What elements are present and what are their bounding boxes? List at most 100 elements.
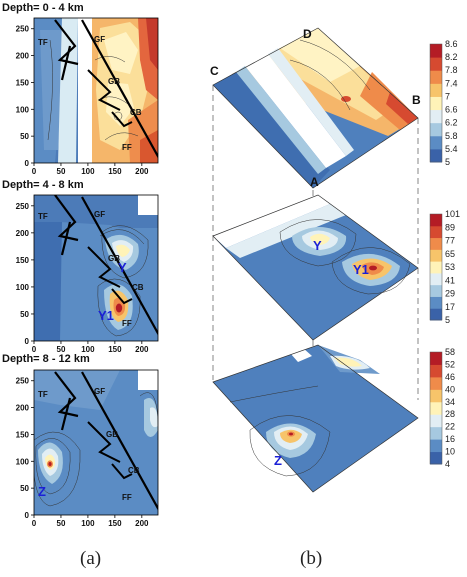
colorbar-segment — [430, 284, 442, 297]
colorbar-segment — [430, 237, 442, 250]
colorbar-tick-label: 5.8 — [445, 131, 458, 141]
colorbar-tick-label: 16 — [445, 434, 455, 444]
colorbar-segment — [430, 261, 442, 274]
colorbar-segment — [430, 214, 442, 227]
colorbar-tick-label: 52 — [445, 359, 455, 369]
fault-label-tf: TF — [38, 212, 48, 221]
caption-b: (b) — [300, 548, 323, 569]
anomaly-label-z: Z — [274, 453, 282, 468]
colorbar-tick-label: 5.4 — [445, 144, 458, 154]
fault-label-ff: FF — [122, 319, 132, 328]
colorbar-tick-label: 89 — [445, 222, 455, 232]
colorbar-segment — [430, 225, 442, 239]
colorbar-tick-label: 7 — [445, 91, 450, 101]
x-axis-a1: 0 50 100 150 200 — [32, 163, 149, 176]
colorbar-tick-label: 5 — [445, 315, 450, 325]
y-axis-a1: 0 50 100 150 200 250 — [16, 25, 34, 168]
colorbar-segment — [430, 109, 442, 124]
colorbar-tick-label: 34 — [445, 397, 455, 407]
y-tick-label: 100 — [16, 283, 30, 292]
y-tick-label: 100 — [16, 457, 30, 466]
corner-label-b: B — [412, 93, 421, 107]
colorbar-segment — [430, 376, 442, 390]
colorbar-segment — [430, 296, 442, 309]
x-tick-label: 100 — [81, 345, 95, 354]
colorbar-segment — [430, 148, 442, 163]
colorbar-frame — [429, 213, 443, 321]
fault-label-gf: GF — [94, 387, 105, 396]
x-tick-label: 50 — [57, 167, 66, 176]
fault-label-cb: CB — [128, 466, 140, 475]
x-tick-label: 200 — [135, 167, 149, 176]
caption-a: (a) — [80, 548, 102, 569]
colorbar-frame — [429, 351, 443, 465]
x-tick-label: 0 — [32, 345, 37, 354]
colorbar-tick-label: 58 — [445, 347, 455, 357]
fault-label-gb: GB — [108, 77, 120, 86]
colorbar-segment — [430, 389, 442, 403]
colorbar-segment — [430, 272, 442, 286]
y-tick-label: 200 — [16, 404, 30, 413]
x-tick-label: 100 — [81, 167, 95, 176]
fault-label-ff: FF — [122, 493, 132, 502]
panel-a-title-1: Depth= 0 - 4 km — [2, 2, 84, 14]
colorbar-segment — [430, 414, 442, 428]
colorbar-tick-label: 65 — [445, 249, 455, 259]
colorbar-segment — [430, 308, 442, 321]
corner-label-c: C — [210, 64, 219, 78]
x-tick-label: 50 — [57, 345, 66, 354]
corner-label-d: D — [303, 27, 312, 41]
panel-a-title-2: Depth= 4 - 8 km — [2, 179, 84, 191]
colorbar-segment — [430, 401, 442, 415]
fault-label-tf: TF — [38, 38, 48, 47]
x-tick-label: 200 — [135, 345, 149, 354]
colorbar-segment — [430, 96, 442, 111]
x-tick-label: 50 — [57, 519, 66, 528]
y-tick-label: 50 — [20, 310, 29, 319]
y-tick-label: 250 — [16, 25, 30, 34]
y-tick-label: 150 — [16, 430, 30, 439]
y-tick-label: 0 — [25, 511, 30, 520]
x-tick-label: 200 — [135, 519, 149, 528]
fault-label-ff: FF — [122, 143, 132, 152]
x-axis-a3: 0 50 100 150 200 — [32, 515, 149, 528]
x-tick-label: 150 — [108, 167, 122, 176]
colorbar-tick-label: 4 — [445, 459, 450, 469]
colorbar-tick-label: 7.4 — [445, 78, 458, 88]
y-tick-label: 0 — [25, 159, 30, 168]
colorbar-tick-label: 6.2 — [445, 118, 458, 128]
colorbar-tick-label: 10 — [445, 447, 455, 457]
x-tick-label: 150 — [108, 345, 122, 354]
colorbar-segment — [430, 426, 442, 440]
colorbar-segment — [430, 439, 442, 453]
x-axis-a2: 0 50 100 150 200 — [32, 341, 149, 354]
y-tick-label: 250 — [16, 377, 30, 386]
colorbar-tick-label: 28 — [445, 409, 455, 419]
colorbar-tick-label: 8.6 — [445, 39, 458, 49]
fault-label-tf: TF — [38, 390, 48, 399]
colorbar-frame — [429, 43, 443, 163]
map-0-4km: TF GF GB CB FF 0 50 100 150 200 0 50 100 150 200… — [16, 17, 159, 176]
slice-4-8km: A Y Y1 — [212, 175, 419, 341]
panel-a-title-3: Depth= 8 - 12 km — [2, 353, 90, 365]
colorbar-segment — [430, 352, 442, 365]
anomaly-label-y1: Y1 — [353, 262, 369, 277]
colorbar-segment — [430, 249, 442, 262]
colorbar-tick-label: 5 — [445, 157, 450, 167]
slice-0-4km: D C B — [210, 27, 421, 189]
colorbar-segment — [430, 364, 442, 378]
colorbar-tick-label: 22 — [445, 422, 455, 432]
y-tick-label: 200 — [16, 229, 30, 238]
colorbar-8-12km: 58 52 46 40 34 28 22 16 10 4 — [429, 347, 455, 469]
colorbar-tick-label: 8.2 — [445, 52, 458, 62]
y-axis-a2: 0 50 100 150 200 250 — [16, 202, 34, 346]
colorbar-segment — [430, 122, 442, 137]
colorbar-tick-label: 41 — [445, 275, 455, 285]
fault-label-gf: GF — [94, 35, 105, 44]
y-axis-a3: 0 50 100 150 200 250 — [16, 377, 34, 520]
y-tick-label: 0 — [25, 337, 30, 346]
corner-label-a: A — [310, 175, 319, 189]
colorbar-tick-label: 101 — [445, 209, 460, 219]
y-tick-label: 150 — [16, 256, 30, 265]
